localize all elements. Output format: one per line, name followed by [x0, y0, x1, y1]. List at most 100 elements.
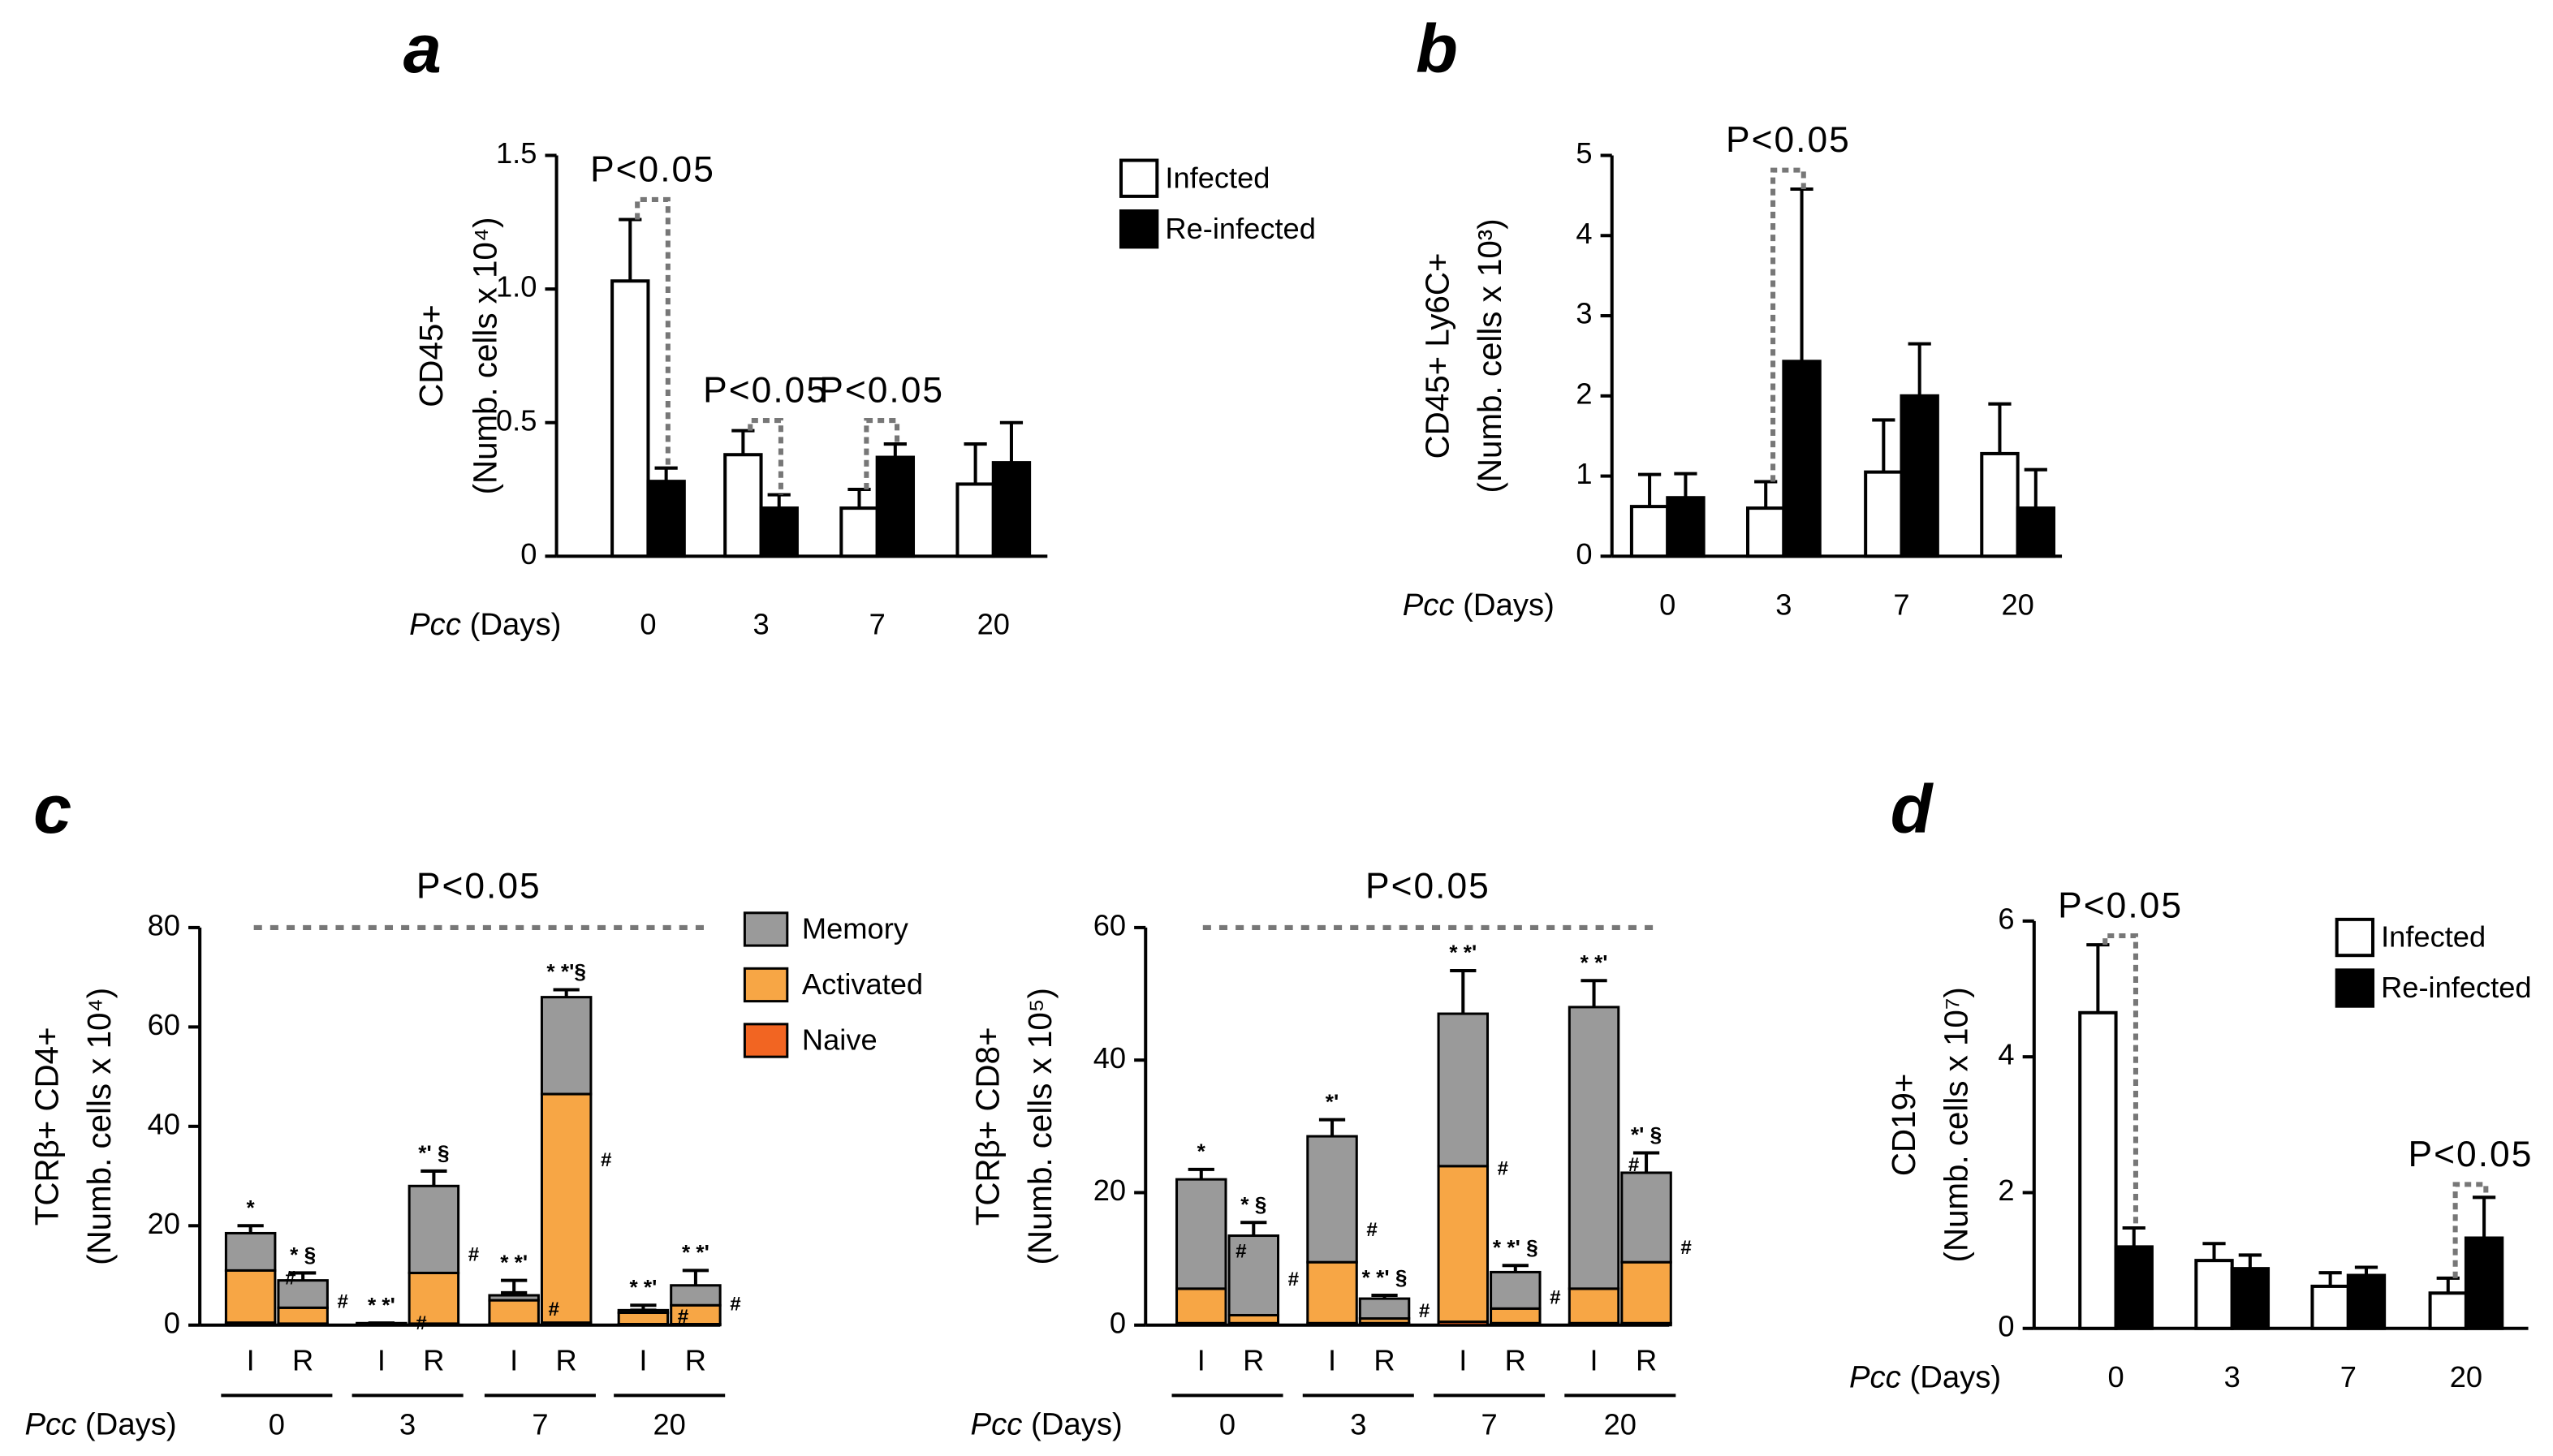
- bar: [723, 453, 763, 558]
- bar: [2194, 1259, 2234, 1330]
- y-tick-label: 60: [1093, 908, 1126, 941]
- x-tick-label: 20: [2001, 588, 2033, 621]
- panel-letter: c: [33, 770, 71, 847]
- group-label: 7: [1481, 1407, 1497, 1441]
- side-label: #: [1288, 1269, 1300, 1290]
- x-axis-label-italic: Pcc: [1849, 1359, 1901, 1394]
- side-label: #: [1419, 1300, 1430, 1322]
- x-tick-label: 7: [869, 608, 886, 641]
- side-label: #: [285, 1267, 296, 1289]
- x-tick-label: 20: [2450, 1360, 2482, 1394]
- x-axis-label: Pcc (Days): [1849, 1359, 2001, 1394]
- x-tick-label: I: [1328, 1344, 1336, 1377]
- x-axis-label-italic: Pcc: [971, 1407, 1023, 1442]
- significance-bracket: [2102, 933, 2138, 1228]
- x-axis-label-text: (Days): [1031, 1407, 1123, 1442]
- bar-segment: [1306, 1135, 1358, 1264]
- legend-swatch: [2335, 968, 2375, 1008]
- group-label: 3: [399, 1407, 416, 1441]
- group-label: 3: [1350, 1407, 1366, 1441]
- significance-label: * §: [1240, 1192, 1266, 1217]
- bar-segment: [1358, 1297, 1411, 1320]
- side-label: #: [1550, 1286, 1561, 1308]
- bar: [2310, 1284, 2350, 1330]
- y-tick-label: 4: [1998, 1038, 2014, 1071]
- bar: [2464, 1236, 2504, 1330]
- x-axis-label-text: (Days): [470, 607, 562, 642]
- annotation: P<0.05: [1726, 120, 1851, 160]
- side-label: #: [468, 1243, 480, 1265]
- y-axis-label: (Numb. cells x 10⁴): [468, 217, 504, 494]
- annotation: P<0.05: [819, 370, 944, 410]
- y-axis-label: TCRβ+ CD8+: [969, 1027, 1006, 1226]
- group-label: 0: [1219, 1407, 1236, 1441]
- y-axis-label: (Numb. cells x 10⁵): [1022, 988, 1059, 1264]
- x-axis-label-italic: Pcc: [409, 607, 461, 642]
- annotation: P<0.05: [590, 149, 715, 189]
- bar-segment: [1227, 1234, 1280, 1317]
- side-label: #: [730, 1294, 741, 1316]
- y-tick-label: 6: [1998, 902, 2014, 935]
- bar-segment: [1568, 1287, 1620, 1325]
- legend-label: Activated: [802, 967, 923, 1001]
- x-tick-label: 20: [977, 608, 1010, 641]
- side-label: #: [337, 1291, 348, 1313]
- annotation: P<0.05: [2409, 1135, 2534, 1174]
- x-tick-label: 7: [1893, 588, 1909, 621]
- significance-label: *' §: [1631, 1122, 1662, 1147]
- bar-segment: [1490, 1307, 1542, 1325]
- bar: [1666, 496, 1706, 558]
- y-tick-label: 0: [1576, 537, 1592, 571]
- significance-bracket: [1770, 167, 1806, 482]
- bar: [1629, 505, 1670, 558]
- significance-label: * *': [1449, 941, 1477, 965]
- significance-label: * *' §: [1493, 1235, 1538, 1260]
- legend-swatch: [2335, 917, 2375, 958]
- bar-segment: [617, 1308, 670, 1314]
- group-label: 0: [269, 1407, 285, 1441]
- bar: [2230, 1267, 2271, 1330]
- bar-segment: [408, 1271, 460, 1325]
- annotation: P<0.05: [2058, 885, 2183, 925]
- x-tick-label: 3: [753, 608, 769, 641]
- significance-bracket: [2452, 1182, 2489, 1278]
- bar-segment: [617, 1311, 670, 1326]
- significance-label: * *': [1581, 950, 1608, 975]
- annotation: P<0.05: [1365, 866, 1490, 906]
- x-tick-label: 0: [2107, 1360, 2124, 1394]
- x-axis-label: Pcc (Days): [971, 1407, 1123, 1442]
- y-axis-label: (Numb. cells x 10⁴): [81, 988, 118, 1265]
- significance-bracket: [748, 418, 783, 495]
- side-label: #: [1366, 1219, 1378, 1241]
- legend-label: Re-infected: [2381, 971, 2531, 1004]
- bar-segment: [1568, 1006, 1620, 1290]
- x-tick-label: 0: [640, 608, 656, 641]
- bar-segment: [1306, 1260, 1358, 1325]
- bar-segment: [1175, 1287, 1227, 1325]
- significance-bracket: [864, 418, 900, 490]
- bar: [1782, 360, 1822, 558]
- side-label: #: [549, 1299, 560, 1320]
- panel-letter: d: [1891, 770, 1934, 847]
- bar-segment: [1620, 1171, 1672, 1264]
- x-tick-label: 0: [1659, 588, 1675, 621]
- x-tick-label: 3: [2224, 1360, 2240, 1394]
- x-tick-label: I: [377, 1344, 386, 1377]
- y-axis-label: (Numb. cells x 10³): [1472, 218, 1508, 493]
- side-label: #: [416, 1312, 427, 1334]
- significance-label: *: [1197, 1139, 1206, 1164]
- annotation: P<0.05: [703, 370, 828, 410]
- x-tick-label: I: [1197, 1344, 1205, 1377]
- side-label: #: [1236, 1240, 1247, 1262]
- y-axis-label: CD45+: [413, 304, 450, 407]
- legend-label: Memory: [802, 912, 909, 946]
- group-label: 20: [653, 1407, 685, 1441]
- bar-segment: [1175, 1178, 1227, 1290]
- significance-label: * *': [682, 1240, 709, 1264]
- x-tick-label: R: [1636, 1344, 1657, 1377]
- x-axis-label-italic: Pcc: [24, 1407, 76, 1442]
- x-tick-label: I: [1459, 1344, 1467, 1377]
- side-label: #: [601, 1149, 612, 1171]
- y-tick-label: 2: [1998, 1174, 2014, 1207]
